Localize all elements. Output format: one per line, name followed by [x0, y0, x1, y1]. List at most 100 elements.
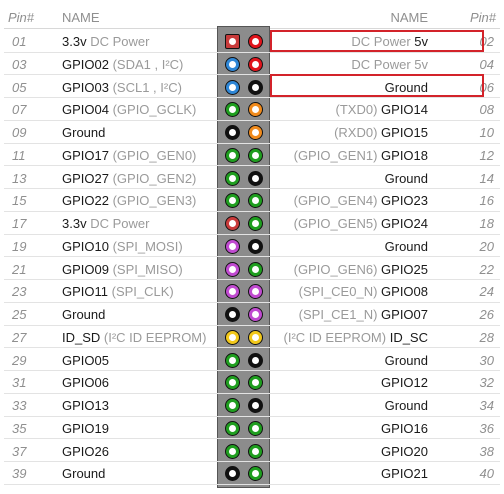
- pin-row: 31 GPIO06 GPIO12 32: [0, 371, 504, 394]
- pin-label-right: (GPIO_GEN1) GPIO18: [294, 148, 428, 163]
- header-pin-odd: [225, 261, 240, 277]
- pin-name: GPIO16: [381, 420, 428, 436]
- highlight-box-pin-06: [270, 74, 484, 97]
- pin-number-left: 05: [12, 79, 27, 95]
- row-divider: [4, 324, 500, 326]
- header-pin-even: [248, 420, 263, 436]
- pin-name: GPIO17: [62, 147, 109, 163]
- pin-number-right: 40: [479, 466, 494, 482]
- header-pin-even: [248, 79, 263, 95]
- header-pin-even: [248, 102, 263, 118]
- pin-label-right: GPIO20: [381, 444, 428, 459]
- pin-label-left: ID_SD (I²C ID EEPROM): [62, 330, 206, 345]
- pin-number-left: 03: [12, 56, 27, 72]
- header-pin-odd: [225, 466, 240, 482]
- header-name-left: NAME: [62, 10, 100, 25]
- row-divider: [4, 461, 500, 463]
- pin-number-right: 24: [479, 284, 494, 300]
- header-pin-even: [248, 193, 263, 209]
- header-pin-even: [248, 261, 263, 277]
- pin-name: GPIO23: [381, 193, 428, 209]
- pin-number-right: 10: [479, 125, 494, 140]
- pin-function: (GPIO_GEN0): [108, 147, 197, 163]
- pin-label-right: (GPIO_GEN5) GPIO24: [294, 216, 428, 231]
- header-pin-even: [248, 56, 263, 72]
- pin-row: 25 Ground (SPI_CE1_N) GPIO07 26: [0, 303, 504, 326]
- header-pin-odd: [225, 147, 240, 163]
- pin-name: GPIO02: [62, 56, 109, 72]
- row-divider: [4, 210, 500, 212]
- pin-label-left: 3.3v DC Power: [62, 216, 149, 231]
- pin-number-left: 37: [12, 443, 27, 459]
- pin-number-left: 39: [12, 466, 27, 482]
- row-divider: [4, 392, 500, 394]
- pin-label-left: Ground: [62, 307, 105, 322]
- header-pin-odd: [225, 398, 240, 413]
- pin-label-left: 3.3v DC Power: [62, 34, 149, 49]
- pin-name: GPIO13: [62, 398, 109, 413]
- pin-label-right: GPIO21: [381, 466, 428, 481]
- pin-label-right: (GPIO_GEN6) GPIO25: [294, 262, 428, 277]
- pin-row: 33 GPIO13 Ground 34: [0, 394, 504, 417]
- pin-label-left: Ground: [62, 125, 105, 140]
- pin-row: 27 ID_SD (I²C ID EEPROM) (I²C ID EEPROM) I…: [0, 326, 504, 349]
- pin-row: 37 GPIO26 GPIO20 38: [0, 440, 504, 463]
- header-pin-even: [248, 216, 263, 231]
- pin-number-left: 27: [12, 329, 27, 345]
- pin-number-left: 15: [12, 193, 27, 209]
- row-divider: [4, 142, 500, 144]
- pin-label-right: DC Power 5v: [351, 34, 428, 49]
- header-pin-odd: [225, 443, 240, 459]
- pin-label-right: GPIO16: [381, 421, 428, 436]
- pin-label-left: GPIO22 (GPIO_GEN3): [62, 193, 196, 208]
- header-pin-left: Pin#: [8, 10, 35, 25]
- pin-row: 09 Ground (RXD0) GPIO15 10: [0, 121, 504, 144]
- pin-number-left: 33: [12, 398, 27, 413]
- pin-row: 15 GPIO22 (GPIO_GEN3) (GPIO_GEN4) GPIO23 16: [0, 189, 504, 212]
- pin-row: 05 GPIO03 (SCL1 , I²C) Ground 06: [0, 76, 504, 99]
- pin-function: (GPIO_GEN6): [293, 261, 382, 277]
- row-divider: [4, 370, 500, 372]
- pin-function: (SPI_CE0_N): [298, 284, 382, 300]
- pin-label-right: (SPI_CE0_N) GPIO08: [299, 284, 428, 299]
- pin-name: GPIO04: [62, 102, 109, 118]
- pin-name: GPIO08: [381, 284, 428, 300]
- row-divider: [4, 165, 500, 167]
- pin-label-left: GPIO10 (SPI_MOSI): [62, 239, 183, 254]
- pin-number-right: 18: [479, 216, 494, 231]
- pin-number-left: 09: [12, 125, 27, 140]
- row-divider: [4, 97, 500, 99]
- pin-label-right: DC Power 5v: [351, 57, 428, 72]
- pin-label-left: GPIO26: [62, 444, 109, 459]
- pin-function: (TXD0): [335, 102, 382, 118]
- pin-function: (RXD0): [334, 125, 382, 140]
- pin-name: GPIO18: [381, 147, 428, 163]
- pin-row: 01 3.3v DC Power DC Power 5v 02: [0, 30, 504, 53]
- pin-label-left: GPIO04 (GPIO_GCLK): [62, 102, 196, 117]
- header-pin-even: [248, 375, 263, 391]
- pin-function: (SCL1 , I²C): [108, 79, 182, 95]
- pin-number-left: 35: [12, 420, 27, 436]
- pin-number-right: 26: [479, 307, 494, 322]
- pin-label-left: GPIO05: [62, 353, 109, 368]
- pin-number-left: 25: [12, 307, 27, 322]
- pin-label-left: GPIO19: [62, 421, 109, 436]
- pin-function: DC Power: [351, 34, 415, 49]
- pin-row: 21 GPIO09 (SPI_MISO) (GPIO_GEN6) GPIO25 22: [0, 258, 504, 281]
- row-divider: [4, 415, 500, 417]
- row-divider: [4, 119, 500, 121]
- pin-label-right: (GPIO_GEN4) GPIO23: [294, 193, 428, 208]
- header-pin-right: Pin#: [469, 10, 496, 25]
- pin-name: GPIO21: [381, 466, 428, 482]
- pin-number-right: 04: [479, 56, 494, 72]
- row-divider: [4, 347, 500, 349]
- pin-number-left: 29: [12, 352, 27, 368]
- header-pin-odd: [225, 307, 240, 322]
- pin-name: GPIO10: [62, 238, 109, 254]
- pin-name: Ground: [384, 79, 428, 95]
- row-divider: [4, 438, 500, 440]
- pin-function: (SDA1 , I²C): [108, 56, 184, 72]
- header-pin-even: [248, 443, 263, 459]
- pin-name: 3.3v: [62, 216, 87, 231]
- pin-label-right: Ground: [385, 353, 428, 368]
